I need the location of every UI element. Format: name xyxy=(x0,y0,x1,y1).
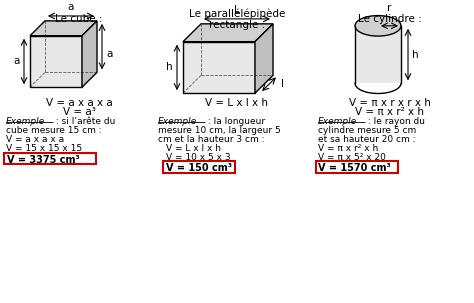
Polygon shape xyxy=(183,24,273,42)
Polygon shape xyxy=(255,24,273,93)
Text: V = 1570 cm³: V = 1570 cm³ xyxy=(318,163,391,173)
Polygon shape xyxy=(30,21,97,36)
Text: V = π x r² x h: V = π x r² x h xyxy=(356,107,425,117)
Text: et sa hauteur 20 cm :: et sa hauteur 20 cm : xyxy=(318,135,416,144)
Text: V = π x r² x h: V = π x r² x h xyxy=(318,144,378,153)
Text: : la longueur: : la longueur xyxy=(205,117,265,126)
Text: V = a x a x a: V = a x a x a xyxy=(6,135,64,144)
Text: L: L xyxy=(234,5,240,15)
Text: V = 150 cm³: V = 150 cm³ xyxy=(166,163,232,173)
Text: Exemple: Exemple xyxy=(6,117,45,126)
Text: V = 15 x 15 x 15: V = 15 x 15 x 15 xyxy=(6,144,82,153)
Text: h: h xyxy=(166,62,173,72)
Text: r: r xyxy=(387,3,392,13)
Text: V = π x r x r x h: V = π x r x r x h xyxy=(349,98,431,108)
Text: cylindre mesure 5 cm: cylindre mesure 5 cm xyxy=(318,126,416,135)
Text: Le cube :: Le cube : xyxy=(55,14,103,24)
Text: : le rayon du: : le rayon du xyxy=(365,117,425,126)
Text: V = 10 x 5 x 3: V = 10 x 5 x 3 xyxy=(166,152,231,161)
Polygon shape xyxy=(183,42,255,93)
Ellipse shape xyxy=(355,15,401,36)
Text: a: a xyxy=(68,2,74,12)
Text: Le parallélépipède
rectangle :: Le parallélépipède rectangle : xyxy=(189,8,285,30)
Text: Exemple: Exemple xyxy=(318,117,357,126)
FancyBboxPatch shape xyxy=(163,161,235,173)
Text: V = 3375 cm³: V = 3375 cm³ xyxy=(7,155,80,165)
Polygon shape xyxy=(355,26,401,83)
Polygon shape xyxy=(30,36,82,87)
Text: V = L x l x h: V = L x l x h xyxy=(166,144,221,153)
Text: Exemple: Exemple xyxy=(158,117,197,126)
Text: V = π x 5² x 20: V = π x 5² x 20 xyxy=(318,152,386,161)
Text: h: h xyxy=(412,50,419,60)
Text: cube mesure 15 cm :: cube mesure 15 cm : xyxy=(6,126,101,135)
Text: mesure 10 cm, la largeur 5: mesure 10 cm, la largeur 5 xyxy=(158,126,281,135)
Text: cm et la hauteur 3 cm :: cm et la hauteur 3 cm : xyxy=(158,135,264,144)
FancyBboxPatch shape xyxy=(4,152,96,165)
FancyBboxPatch shape xyxy=(316,161,398,173)
Text: a: a xyxy=(14,56,20,66)
Text: a: a xyxy=(106,49,112,59)
Text: V = a³: V = a³ xyxy=(63,107,95,117)
Polygon shape xyxy=(82,21,97,87)
Text: V = L x l x h: V = L x l x h xyxy=(206,98,268,108)
Text: V = a x a x a: V = a x a x a xyxy=(46,98,112,108)
Text: : si l’arête du: : si l’arête du xyxy=(53,117,115,126)
Text: l: l xyxy=(281,79,284,89)
Text: Le cylindre :: Le cylindre : xyxy=(358,14,422,24)
